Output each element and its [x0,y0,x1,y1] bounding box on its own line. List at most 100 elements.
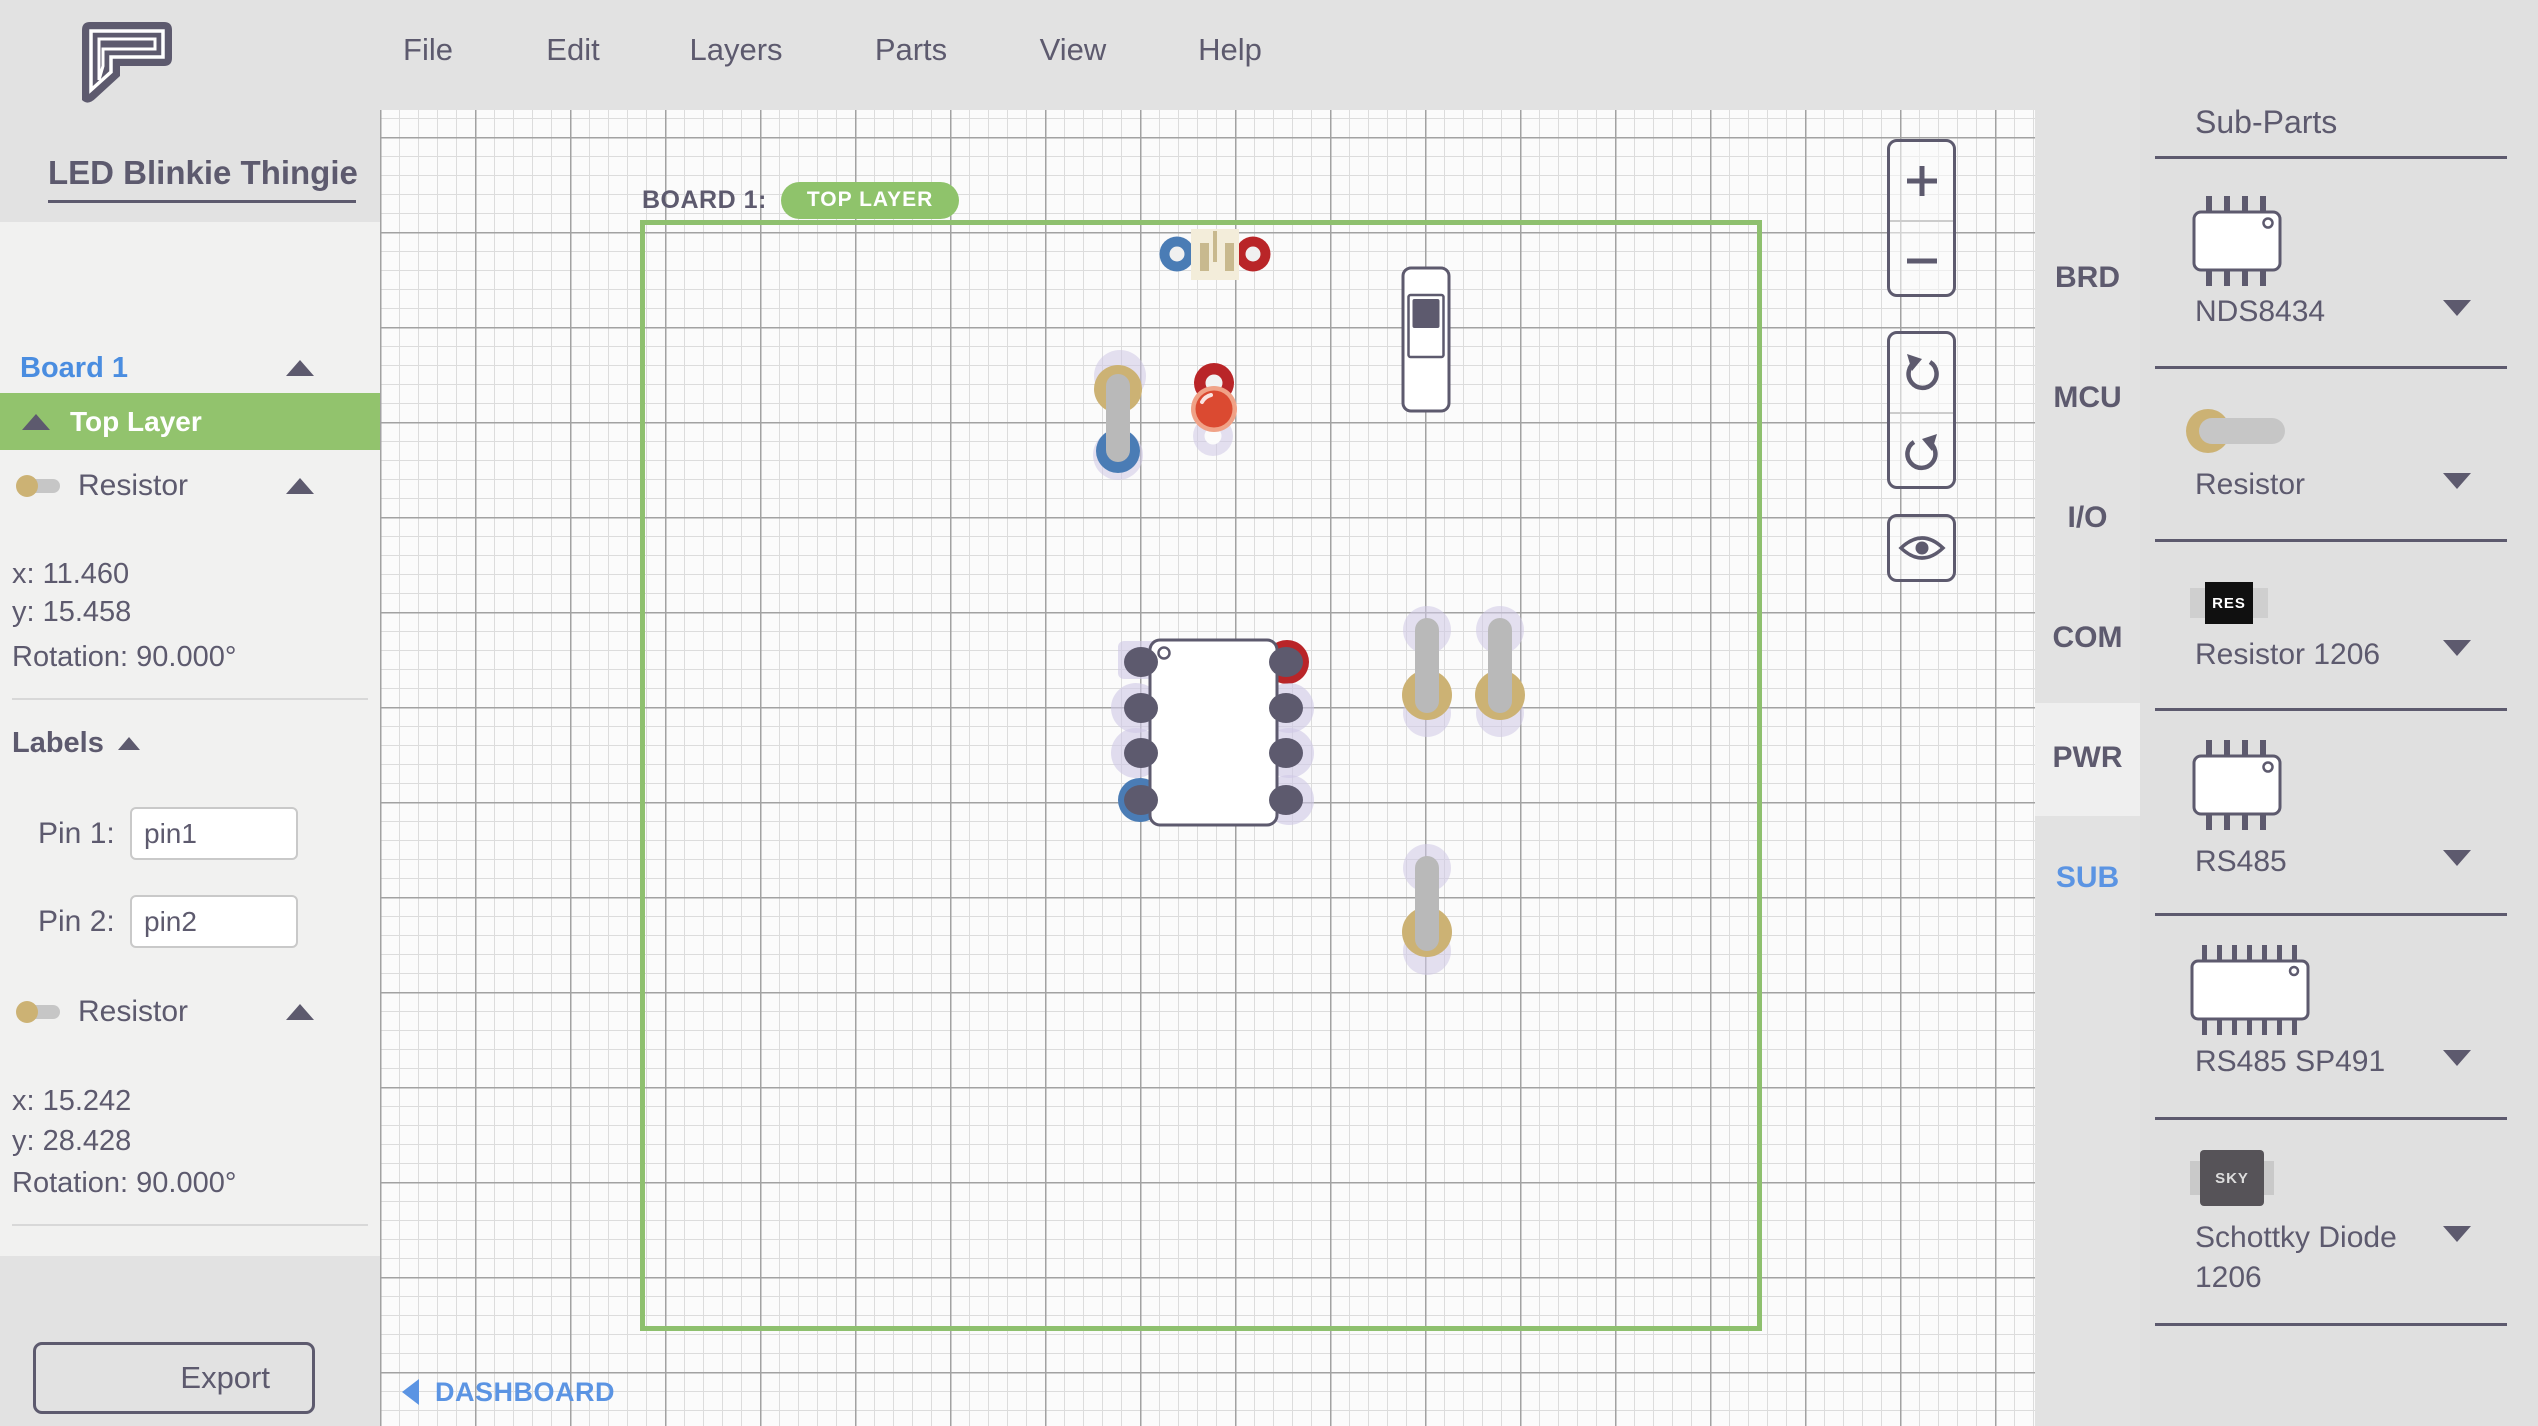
collapse-top-layer-icon[interactable] [22,413,50,430]
coord-rotation: Rotation: 90.000° [12,1167,237,1199]
active-tab-highlight [2035,703,2140,816]
component-name: Resistor [78,469,189,502]
part-name: Schottky Diode 1206 [2195,1221,2397,1294]
tab-pwr[interactable]: PWR [2052,741,2123,774]
board-outline [640,220,1762,1331]
part-name: RS485 SP491 [2195,1045,2386,1078]
resistor-component-selected[interactable] [1093,350,1146,480]
tab-io[interactable]: I/O [2067,501,2108,534]
part-name: Resistor 1206 [2195,638,2381,671]
zoom-out-button[interactable] [1890,222,1953,294]
ic-component[interactable] [1111,638,1314,827]
board-ref-label: BOARD 1: [642,185,767,214]
tree-item-resistor-1[interactable]: Resistor [0,458,380,514]
resistor-icon [16,475,60,497]
toggle-visibility-button[interactable] [1890,517,1953,579]
category-tab-rail: BRD MCU I/O COM PWR SUB [2035,110,2140,1426]
part-dropdown-caret[interactable] [2443,1226,2471,1242]
part-dropdown-caret[interactable] [2443,1050,2471,1066]
coord-y: y: 15.458 [12,596,132,628]
switch-component[interactable] [1401,266,1451,413]
coord-y: y: 28.428 [12,1125,132,1157]
section-divider [12,1224,368,1226]
tab-mcu[interactable]: MCU [2053,381,2122,414]
pcb-canvas[interactable]: BOARD 1: TOP LAYER [380,110,2035,1426]
panel-divider [2155,539,2507,542]
control-divider [1890,412,1953,414]
panel-divider [2155,366,2507,369]
export-button[interactable]: Export [33,1342,315,1414]
part-name: RS485 [2195,845,2287,878]
panel-title: Sub-Parts [2195,104,2338,140]
layer-badge: TOP LAYER [780,181,960,219]
rotate-ccw-button[interactable] [1890,334,1953,412]
pin1-input[interactable] [130,807,298,860]
coord-rotation: Rotation: 90.000° [12,641,237,673]
tab-sub[interactable]: SUB [2055,861,2120,894]
smd-resistor-icon: RES [2190,582,2268,624]
panel-divider [2155,913,2507,916]
collapse-resistor-2-icon[interactable] [286,1004,314,1020]
rotate-ccw-icon [1905,354,1939,391]
resistor-component[interactable] [1402,844,1452,975]
coord-x: x: 11.460 [12,558,130,590]
crystal-component[interactable] [1159,229,1271,280]
collapse-labels-icon [117,737,140,750]
pin1-label: Pin 1: [38,817,115,850]
menu-file[interactable]: File [403,32,453,67]
rotate-control-group [1887,331,1956,489]
sub-parts-panel: Sub-Parts NDS8434 Resistor [2140,0,2538,1426]
left-sidebar: LED Blinkie Thingie Board 1 Top Layer Re… [0,110,380,1426]
coord-x: x: 15.242 [12,1085,132,1117]
project-title: LED Blinkie Thingie [48,154,358,191]
menu-edit[interactable]: Edit [546,32,600,67]
resistor-component[interactable] [1475,606,1525,737]
rotate-cw-button[interactable] [1890,414,1953,486]
tree-item-resistor-2[interactable]: Resistor [0,984,380,1040]
export-label: Export [180,1360,270,1395]
pin2-label: Pin 2: [38,905,115,938]
pin2-input[interactable] [130,895,298,948]
led-component[interactable] [1191,363,1237,456]
collapse-board-icon[interactable] [286,360,314,376]
resistor-icon [16,1001,60,1023]
collapse-resistor-1-icon[interactable] [286,478,314,494]
ic-8pin-icon [2192,196,2282,286]
tree-item-board[interactable]: Board 1 [0,340,380,396]
part-dropdown-caret[interactable] [2443,850,2471,866]
panel-divider [2155,1117,2507,1120]
eye-icon [1897,536,1946,560]
panel-divider [2155,1323,2507,1326]
sidebar-footer: Export [0,1256,380,1426]
tree-item-top-layer[interactable]: Top Layer [0,393,380,450]
dashboard-label: DASHBOARD [435,1376,615,1407]
ic-8pin-icon [2192,740,2282,830]
layer-tree: Board 1 Top Layer Resistor x: 11.460 y: … [0,222,380,1361]
menu-layers[interactable]: Layers [689,32,783,67]
menu-parts[interactable]: Parts [874,32,948,67]
resistor-component[interactable] [1402,606,1452,737]
app-logo-icon [82,22,172,103]
top-menu-bar: File Edit Layers Parts View Help [0,0,2538,110]
menu-help[interactable]: Help [1198,32,1262,67]
part-dropdown-caret[interactable] [2443,640,2471,656]
part-dropdown-caret[interactable] [2443,300,2471,316]
tab-com[interactable]: COM [2052,621,2123,654]
zoom-control-group [1887,139,1956,297]
chip-label: RES [2212,595,2246,612]
panel-divider [2155,156,2507,159]
panel-divider [2155,708,2507,711]
part-dropdown-caret[interactable] [2443,473,2471,489]
dashboard-link[interactable]: DASHBOARD [402,1374,615,1410]
tab-brd[interactable]: BRD [2055,261,2120,294]
plus-icon [1906,166,1937,196]
visibility-control-group [1887,514,1956,582]
ic-14pin-icon [2190,945,2310,1035]
menu-view[interactable]: View [1039,32,1107,67]
top-layer-label: Top Layer [70,405,202,437]
labels-section-header[interactable]: Labels [12,727,140,760]
rotate-cw-icon [1904,434,1938,471]
zoom-in-button[interactable] [1890,142,1953,220]
part-name: NDS8434 [2195,295,2326,328]
